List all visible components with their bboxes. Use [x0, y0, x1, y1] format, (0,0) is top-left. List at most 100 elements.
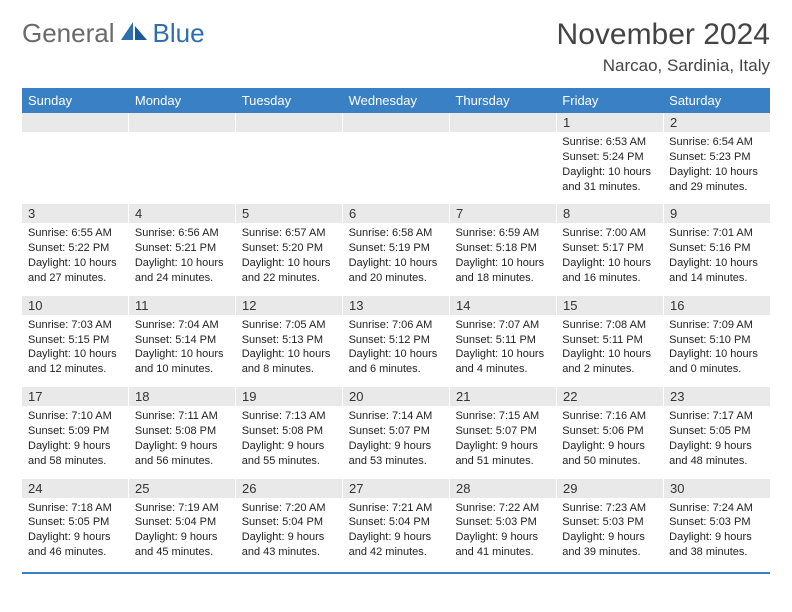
day-cell: Sunrise: 7:14 AMSunset: 5:07 PMDaylight:… — [343, 406, 450, 478]
sunset-text: Sunset: 5:08 PM — [242, 424, 337, 439]
day-cell: Sunrise: 7:22 AMSunset: 5:03 PMDaylight:… — [449, 498, 556, 570]
day-number: 1 — [557, 113, 664, 132]
sunrise-text: Sunrise: 7:23 AM — [562, 501, 657, 516]
sunset-text: Sunset: 5:09 PM — [28, 424, 123, 439]
day-number: 30 — [664, 479, 770, 498]
sunset-text: Sunset: 5:05 PM — [669, 424, 764, 439]
day-header: Monday — [129, 88, 236, 113]
sunset-text: Sunset: 5:15 PM — [28, 333, 123, 348]
daylight-text: Daylight: 10 hours and 4 minutes. — [455, 347, 550, 377]
sunrise-text: Sunrise: 6:54 AM — [669, 135, 764, 150]
daylight-text: Daylight: 10 hours and 22 minutes. — [242, 256, 337, 286]
sunrise-text: Sunrise: 6:59 AM — [455, 226, 550, 241]
sunset-text: Sunset: 5:11 PM — [455, 333, 550, 348]
day-number-row: 17181920212223 — [22, 387, 770, 406]
day-number: 14 — [450, 296, 557, 315]
daylight-text: Daylight: 10 hours and 16 minutes. — [562, 256, 657, 286]
sunrise-text: Sunrise: 7:05 AM — [242, 318, 337, 333]
day-cell: Sunrise: 7:03 AMSunset: 5:15 PMDaylight:… — [22, 315, 129, 387]
daylight-text: Daylight: 9 hours and 53 minutes. — [349, 439, 444, 469]
sunrise-text: Sunrise: 6:55 AM — [28, 226, 123, 241]
location: Narcao, Sardinia, Italy — [557, 56, 770, 76]
sunset-text: Sunset: 5:06 PM — [562, 424, 657, 439]
day-data-row: Sunrise: 6:53 AMSunset: 5:24 PMDaylight:… — [22, 132, 770, 204]
daylight-text: Daylight: 10 hours and 31 minutes. — [562, 165, 657, 195]
day-number — [236, 113, 343, 132]
day-number: 18 — [129, 387, 236, 406]
day-cell: Sunrise: 7:17 AMSunset: 5:05 PMDaylight:… — [663, 406, 770, 478]
day-cell: Sunrise: 7:10 AMSunset: 5:09 PMDaylight:… — [22, 406, 129, 478]
day-cell — [343, 132, 450, 204]
sunrise-text: Sunrise: 7:22 AM — [455, 501, 550, 516]
calendar: Sunday Monday Tuesday Wednesday Thursday… — [22, 88, 770, 574]
day-cell: Sunrise: 7:15 AMSunset: 5:07 PMDaylight:… — [449, 406, 556, 478]
day-number — [22, 113, 129, 132]
sunrise-text: Sunrise: 7:00 AM — [562, 226, 657, 241]
day-cell: Sunrise: 7:00 AMSunset: 5:17 PMDaylight:… — [556, 223, 663, 295]
daylight-text: Daylight: 10 hours and 29 minutes. — [669, 165, 764, 195]
sunset-text: Sunset: 5:11 PM — [562, 333, 657, 348]
daylight-text: Daylight: 10 hours and 8 minutes. — [242, 347, 337, 377]
daylight-text: Daylight: 9 hours and 38 minutes. — [669, 530, 764, 560]
day-cell: Sunrise: 7:09 AMSunset: 5:10 PMDaylight:… — [663, 315, 770, 387]
day-cell: Sunrise: 7:19 AMSunset: 5:04 PMDaylight:… — [129, 498, 236, 570]
day-number: 13 — [343, 296, 450, 315]
sunset-text: Sunset: 5:03 PM — [669, 515, 764, 530]
sunset-text: Sunset: 5:07 PM — [455, 424, 550, 439]
sunrise-text: Sunrise: 7:07 AM — [455, 318, 550, 333]
day-number: 15 — [557, 296, 664, 315]
daylight-text: Daylight: 9 hours and 51 minutes. — [455, 439, 550, 469]
sunrise-text: Sunrise: 7:11 AM — [135, 409, 230, 424]
daylight-text: Daylight: 10 hours and 12 minutes. — [28, 347, 123, 377]
daylight-text: Daylight: 9 hours and 43 minutes. — [242, 530, 337, 560]
sunrise-text: Sunrise: 7:16 AM — [562, 409, 657, 424]
sunrise-text: Sunrise: 6:58 AM — [349, 226, 444, 241]
day-number: 19 — [236, 387, 343, 406]
daylight-text: Daylight: 9 hours and 48 minutes. — [669, 439, 764, 469]
day-number: 2 — [664, 113, 770, 132]
sunset-text: Sunset: 5:13 PM — [242, 333, 337, 348]
day-number: 21 — [450, 387, 557, 406]
day-number: 23 — [664, 387, 770, 406]
sunset-text: Sunset: 5:19 PM — [349, 241, 444, 256]
day-number: 24 — [22, 479, 129, 498]
day-cell: Sunrise: 6:56 AMSunset: 5:21 PMDaylight:… — [129, 223, 236, 295]
day-cell: Sunrise: 6:59 AMSunset: 5:18 PMDaylight:… — [449, 223, 556, 295]
daylight-text: Daylight: 10 hours and 10 minutes. — [135, 347, 230, 377]
sunset-text: Sunset: 5:24 PM — [562, 150, 657, 165]
logo-sail-icon — [119, 20, 149, 47]
day-cell: Sunrise: 7:04 AMSunset: 5:14 PMDaylight:… — [129, 315, 236, 387]
sunrise-text: Sunrise: 7:06 AM — [349, 318, 444, 333]
sunrise-text: Sunrise: 7:10 AM — [28, 409, 123, 424]
logo: General Blue — [22, 18, 205, 49]
sunset-text: Sunset: 5:12 PM — [349, 333, 444, 348]
day-number — [129, 113, 236, 132]
daylight-text: Daylight: 9 hours and 45 minutes. — [135, 530, 230, 560]
sunrise-text: Sunrise: 7:20 AM — [242, 501, 337, 516]
sunset-text: Sunset: 5:20 PM — [242, 241, 337, 256]
day-number: 17 — [22, 387, 129, 406]
header: General Blue November 2024 Narcao, Sardi… — [22, 18, 770, 76]
sunrise-text: Sunrise: 7:17 AM — [669, 409, 764, 424]
day-number — [343, 113, 450, 132]
sunset-text: Sunset: 5:10 PM — [669, 333, 764, 348]
day-number: 29 — [557, 479, 664, 498]
title-block: November 2024 Narcao, Sardinia, Italy — [557, 18, 770, 76]
day-number: 5 — [236, 204, 343, 223]
sunset-text: Sunset: 5:22 PM — [28, 241, 123, 256]
sunset-text: Sunset: 5:03 PM — [455, 515, 550, 530]
sunset-text: Sunset: 5:18 PM — [455, 241, 550, 256]
sunset-text: Sunset: 5:23 PM — [669, 150, 764, 165]
bottom-divider — [22, 572, 770, 574]
daylight-text: Daylight: 9 hours and 58 minutes. — [28, 439, 123, 469]
sunrise-text: Sunrise: 7:21 AM — [349, 501, 444, 516]
day-number: 26 — [236, 479, 343, 498]
day-cell: Sunrise: 6:57 AMSunset: 5:20 PMDaylight:… — [236, 223, 343, 295]
sunset-text: Sunset: 5:21 PM — [135, 241, 230, 256]
daylight-text: Daylight: 9 hours and 56 minutes. — [135, 439, 230, 469]
day-cell: Sunrise: 6:58 AMSunset: 5:19 PMDaylight:… — [343, 223, 450, 295]
day-number-row: 24252627282930 — [22, 479, 770, 498]
daylight-text: Daylight: 9 hours and 46 minutes. — [28, 530, 123, 560]
daylight-text: Daylight: 9 hours and 55 minutes. — [242, 439, 337, 469]
sunset-text: Sunset: 5:04 PM — [242, 515, 337, 530]
